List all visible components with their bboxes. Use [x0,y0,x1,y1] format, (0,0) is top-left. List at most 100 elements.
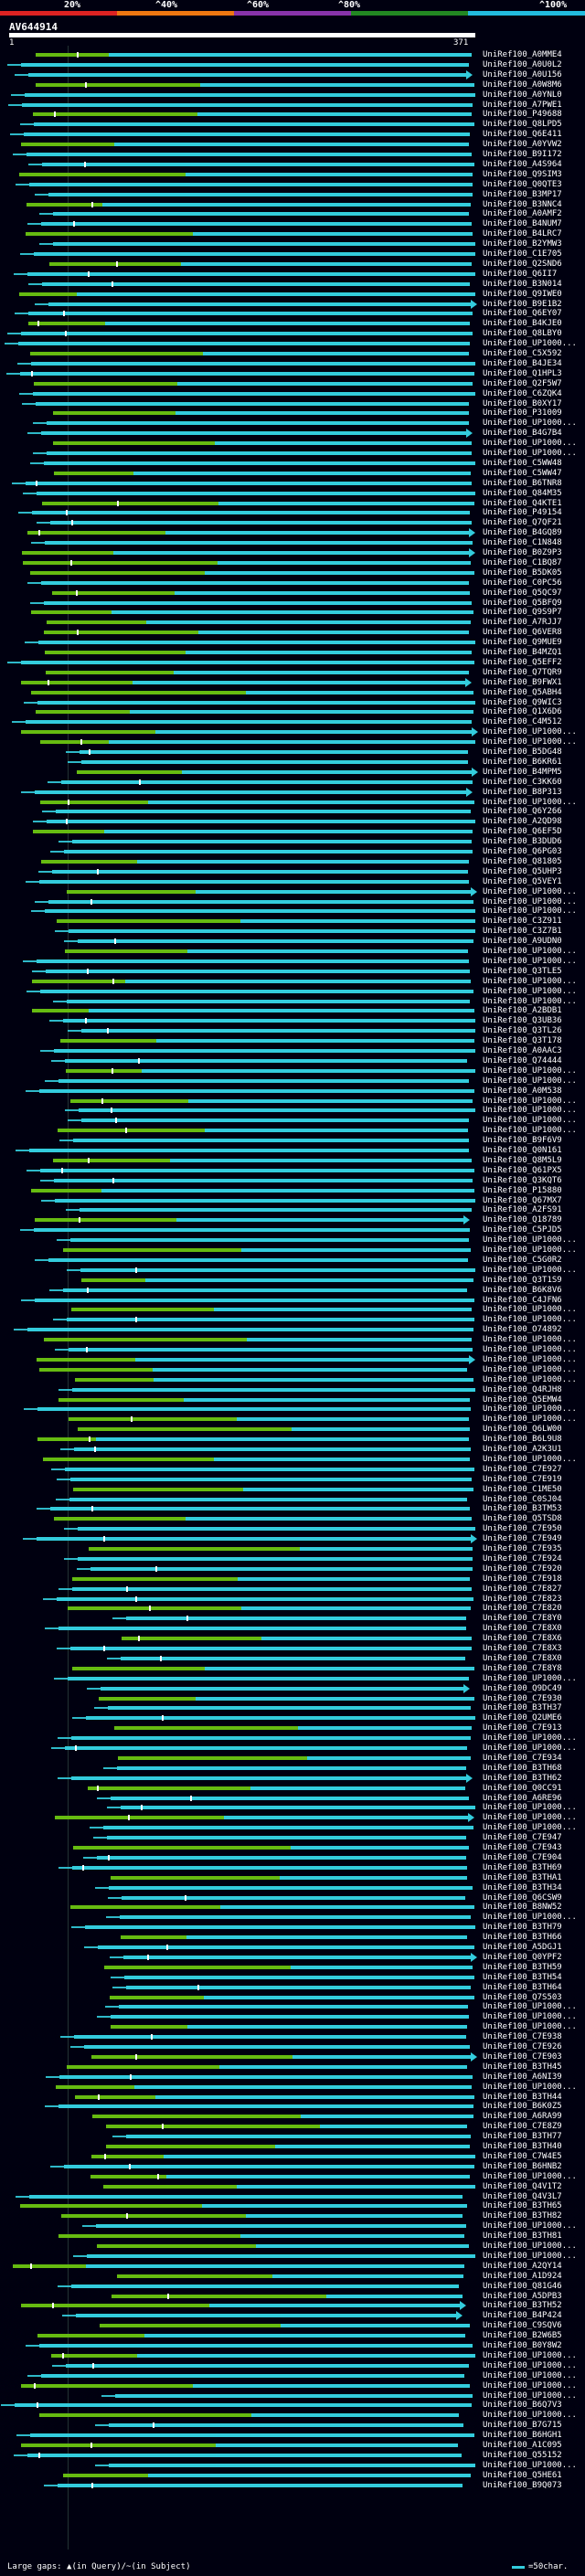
hit-label[interactable]: UniRef100_C7E935 [483,1544,562,1553]
hit-label[interactable]: UniRef100_Q3TLE5 [483,966,562,976]
hit-label[interactable]: UniRef100_B5DG48 [483,747,562,757]
hit-label[interactable]: UniRef100_C5WW47 [483,468,562,478]
hit-label[interactable]: UniRef100_Q7S503 [483,1992,562,2002]
hit-label[interactable]: UniRef100_C1N848 [483,538,562,548]
hit-label[interactable]: UniRef100_UP1000... [483,1744,577,1753]
hit-label[interactable]: UniRef100_Q3T178 [483,1036,562,1046]
hit-label[interactable]: UniRef100_A2QY14 [483,2261,562,2271]
hit-label[interactable]: UniRef100_Q3KQT6 [483,1175,562,1185]
hit-label[interactable]: UniRef100_A0AAC3 [483,1046,562,1055]
hit-label[interactable]: UniRef100_UP1000... [483,2171,577,2181]
hit-label[interactable]: UniRef100_B4NUM7 [483,219,562,229]
hit-label[interactable]: UniRef100_UP1000... [483,1126,577,1136]
hit-label[interactable]: UniRef100_Q9SIM3 [483,169,562,179]
hit-label[interactable]: UniRef100_P49688 [483,110,562,120]
hit-label[interactable]: UniRef100_Q6Y266 [483,807,562,817]
hit-label[interactable]: UniRef100_UP1000... [483,2411,577,2421]
hit-label[interactable]: UniRef100_P31009 [483,408,562,419]
hit-label[interactable]: UniRef100_UP1000... [483,986,577,996]
hit-label[interactable]: UniRef100_B4LRC7 [483,229,562,239]
hit-label[interactable]: UniRef100_Q8LPD5 [483,120,562,130]
hit-label[interactable]: UniRef100_C7E920 [483,1564,562,1574]
hit-label[interactable]: UniRef100_B0Z9P3 [483,548,562,557]
hit-label[interactable]: UniRef100_B6Q7V3 [483,2401,562,2411]
hit-label[interactable]: UniRef100_Q6PG03 [483,847,562,856]
hit-label[interactable]: UniRef100_C5WW48 [483,458,562,468]
hit-label[interactable]: UniRef100_C3KK60 [483,777,562,787]
hit-label[interactable]: UniRef100_UP1000... [483,419,577,429]
hit-label[interactable]: UniRef100_Q6LW00 [483,1425,562,1435]
hit-label[interactable]: UniRef100_Q55152 [483,2450,562,2460]
hit-label[interactable]: UniRef100_UP1000... [483,2251,577,2261]
hit-label[interactable]: UniRef100_Q5TSD8 [483,1514,562,1524]
hit-label[interactable]: UniRef100_C4M512 [483,717,562,727]
hit-label[interactable]: UniRef100_C7E947 [483,1833,562,1843]
hit-label[interactable]: UniRef100_B3TH44 [483,2092,562,2102]
hit-label[interactable]: UniRef100_B3TH69 [483,1862,562,1872]
hit-label[interactable]: UniRef100_C7W4E5 [483,2151,562,2161]
hit-label[interactable]: UniRef100_UP1000... [483,2242,577,2251]
hit-label[interactable]: UniRef100_Q81G46 [483,2281,562,2291]
hit-label[interactable]: UniRef100_A2FS91 [483,1205,562,1215]
hit-label[interactable]: UniRef100_Q3T1S9 [483,1275,562,1285]
hit-label[interactable]: UniRef100_A0U0L2 [483,59,562,69]
hit-label[interactable]: UniRef100_Q5ABH4 [483,687,562,697]
hit-label[interactable]: UniRef100_Q81805 [483,856,562,866]
hit-label[interactable]: UniRef100_UP1000... [483,1096,577,1106]
hit-label[interactable]: UniRef100_Q9IWE0 [483,289,562,299]
hit-label[interactable]: UniRef100_UP1000... [483,1803,577,1813]
hit-label[interactable]: UniRef100_B3TH37 [483,1703,562,1713]
hit-label[interactable]: UniRef100_A2QD98 [483,817,562,827]
hit-label[interactable]: UniRef100_Q5VEY1 [483,876,562,886]
hit-label[interactable]: UniRef100_B3TH81 [483,2231,562,2242]
hit-label[interactable]: UniRef100_B3N014 [483,279,562,289]
hit-label[interactable]: UniRef100_UP1000... [483,2350,577,2360]
hit-label[interactable]: UniRef100_B3MP17 [483,189,562,199]
hit-label[interactable]: UniRef100_C7E827 [483,1584,562,1594]
hit-label[interactable]: UniRef100_UP1000... [483,1673,577,1683]
hit-label[interactable]: UniRef100_UP1000... [483,996,577,1006]
hit-label[interactable]: UniRef100_UP1000... [483,1364,577,1374]
hit-label[interactable]: UniRef100_UP1000... [483,1405,577,1415]
hit-label[interactable]: UniRef100_UP1000... [483,1813,577,1823]
hit-label[interactable]: UniRef100_C7E903 [483,2051,562,2062]
hit-label[interactable]: UniRef100_UP1000... [483,1345,577,1354]
hit-label[interactable]: UniRef100_B9Q073 [483,2480,562,2490]
hit-label[interactable]: UniRef100_Q67MX7 [483,1195,562,1205]
hit-label[interactable]: UniRef100_C7E949 [483,1534,562,1544]
hit-label[interactable]: UniRef100_A7PWE1 [483,100,562,110]
hit-label[interactable]: UniRef100_C7E924 [483,1553,562,1564]
hit-label[interactable]: UniRef100_C7E820 [483,1604,562,1614]
hit-label[interactable]: UniRef100_UP1000... [483,976,577,986]
hit-label[interactable]: UniRef100_UP1000... [483,1335,577,1345]
hit-label[interactable]: UniRef100_A0W8M6 [483,80,562,90]
hit-label[interactable]: UniRef100_A0U156 [483,69,562,80]
hit-label[interactable]: UniRef100_C7E934 [483,1753,562,1763]
hit-label[interactable]: UniRef100_UP1000... [483,439,577,449]
hit-label[interactable]: UniRef100_B6TNR8 [483,478,562,488]
hit-label[interactable]: UniRef100_UP1000... [483,2460,577,2470]
hit-label[interactable]: UniRef100_Q5QC97 [483,588,562,598]
hit-label[interactable]: UniRef100_C3Z7B1 [483,927,562,937]
hit-label[interactable]: UniRef100_UP1000... [483,2221,577,2231]
hit-label[interactable]: UniRef100_C1E705 [483,249,562,259]
hit-label[interactable]: UniRef100_UP1000... [483,896,577,906]
hit-label[interactable]: UniRef100_C9SQV6 [483,2321,562,2331]
hit-label[interactable]: UniRef100_Q18789 [483,1215,562,1225]
hit-label[interactable]: UniRef100_A1D924 [483,2271,562,2281]
hit-label[interactable]: UniRef100_UP1000... [483,1065,577,1076]
hit-label[interactable]: UniRef100_Q6EY07 [483,309,562,319]
hit-label[interactable]: UniRef100_UP1000... [483,886,577,896]
hit-label[interactable]: UniRef100_C7E918 [483,1574,562,1584]
hit-label[interactable]: UniRef100_UP1000... [483,1374,577,1384]
hit-label[interactable]: UniRef100_C7E943 [483,1843,562,1852]
hit-label[interactable]: UniRef100_B3TM53 [483,1504,562,1514]
hit-label[interactable]: UniRef100_P49154 [483,508,562,518]
hit-label[interactable]: UniRef100_B3THA1 [483,1872,562,1882]
hit-label[interactable]: UniRef100_Q6E411 [483,130,562,140]
hit-label[interactable]: UniRef100_UP1000... [483,1823,577,1833]
hit-label[interactable]: UniRef100_UP1000... [483,906,577,917]
hit-label[interactable]: UniRef100_A9UDN0 [483,937,562,947]
hit-label[interactable]: UniRef100_Q5UHP3 [483,866,562,876]
hit-label[interactable]: UniRef100_B9E1B2 [483,299,562,309]
